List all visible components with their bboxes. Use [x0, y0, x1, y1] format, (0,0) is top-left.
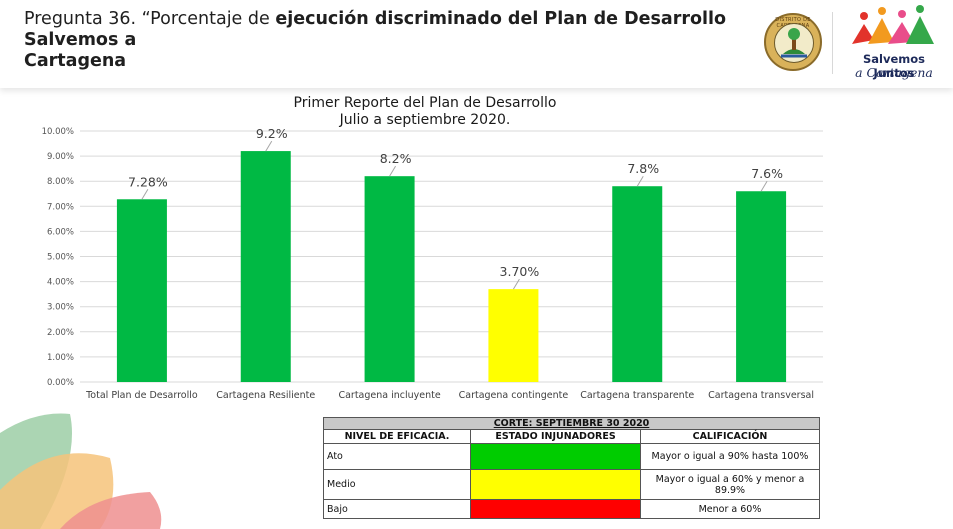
x-tick-label: Cartagena Resiliente [216, 390, 315, 401]
header-bar: Pregunta 36. “Porcentaje de ejecución di… [0, 0, 953, 88]
nivel-cell: Bajo [323, 499, 471, 519]
y-tick-label: 3.00% [47, 303, 74, 313]
table-header-calificacion: CALIFICACIÓN [640, 429, 820, 444]
bar [612, 186, 663, 382]
page-title-bold: ejecución discriminado del Plan de Desar… [24, 9, 727, 50]
x-tick-label: Total Plan de Desarrollo [85, 390, 198, 401]
bar [488, 289, 539, 382]
brand-line-2: a Cartagena [855, 65, 933, 80]
status-color-swatch [470, 469, 641, 500]
data-label: 7.6% [751, 166, 783, 181]
decorative-shapes [0, 413, 162, 529]
y-tick-label: 4.00% [47, 278, 74, 288]
x-tick-label: Cartagena transversal [708, 390, 814, 401]
y-tick-label: 2.00% [47, 328, 74, 338]
table-row: Medio Mayor o igual a 60% y menor a 89.9… [323, 469, 820, 500]
brand-logo: Salvemos Juntos a Cartagena [842, 4, 946, 84]
header-divider [832, 12, 833, 74]
y-tick-label: 6.00% [47, 227, 74, 237]
nivel-cell: Medio [323, 469, 471, 500]
table-header-nivel: NIVEL DE EFICACIA. [323, 429, 471, 444]
calificacion-cell: Mayor o igual a 60% y menor a 89.9% [640, 469, 820, 500]
data-label-leader [760, 180, 768, 192]
x-tick-label: Cartagena incluyente [338, 390, 440, 401]
page-title-plain: Pregunta 36. “Porcentaje de [24, 9, 276, 29]
page-title-bold-line2: Cartagena [24, 51, 127, 71]
y-tick-label: 8.00% [47, 177, 74, 187]
x-tick-label: Cartagena contingente [459, 390, 569, 401]
y-tick-label: 5.00% [47, 253, 74, 263]
calificacion-cell: Mayor o igual a 90% hasta 100% [640, 443, 820, 470]
table-row: Bajo Menor a 60% [323, 499, 820, 519]
data-label: 9.2% [256, 126, 288, 141]
status-color-swatch [470, 499, 641, 519]
efficacy-legend-table: CORTE: SEPTIEMBRE 30 2020 NIVEL DE EFICA… [323, 417, 820, 519]
nivel-cell: Ato [323, 443, 471, 470]
y-tick-label: 0.00% [47, 378, 74, 388]
data-label: 7.8% [627, 161, 659, 176]
bar [116, 199, 167, 382]
y-tick-label: 1.00% [47, 353, 74, 363]
bar [364, 176, 415, 382]
seal-emblem-icon [774, 23, 814, 63]
data-label-leader [636, 175, 644, 187]
table-row: Ato Mayor o igual a 90% hasta 100% [323, 443, 820, 470]
page-title: Pregunta 36. “Porcentaje de ejecución di… [24, 9, 754, 72]
y-tick-label: 7.00% [47, 202, 74, 212]
data-label-leader [265, 140, 273, 152]
data-label-leader [141, 189, 149, 200]
data-label: 3.70% [500, 264, 540, 279]
calificacion-cell: Menor a 60% [640, 499, 820, 519]
table-corte-header: CORTE: SEPTIEMBRE 30 2020 [323, 417, 820, 430]
chart-title: Primer Reporte del Plan de Desarrollo Ju… [290, 95, 560, 129]
bar-chart: 0.00% 1.00% 2.00% 3.00% 4.00% 5.00% 6.00% 7.00%… [42, 126, 823, 401]
y-tick-label: 9.00% [47, 152, 74, 162]
brand-figures-icon [852, 5, 934, 44]
data-label-leader [512, 278, 520, 290]
brand-line-1: Salvemos Juntos [862, 52, 925, 80]
status-color-swatch [470, 443, 641, 470]
data-label: 7.28% [128, 174, 168, 189]
bar [736, 191, 787, 382]
bar [240, 151, 291, 382]
data-label-leader [389, 165, 397, 177]
city-seal-logo: DISTRITO DE CARTAGENA [764, 13, 822, 71]
table-header-estado: ESTADO INJUNADORES [470, 429, 641, 444]
x-tick-label: Cartagena transparente [580, 390, 694, 401]
chart-title-line1: Primer Reporte del Plan de Desarrollo [293, 95, 557, 111]
data-label: 8.2% [380, 151, 412, 166]
y-tick-label: 10.00% [42, 127, 74, 137]
chart-title-line2: Julio a septiembre 2020. [339, 112, 511, 128]
